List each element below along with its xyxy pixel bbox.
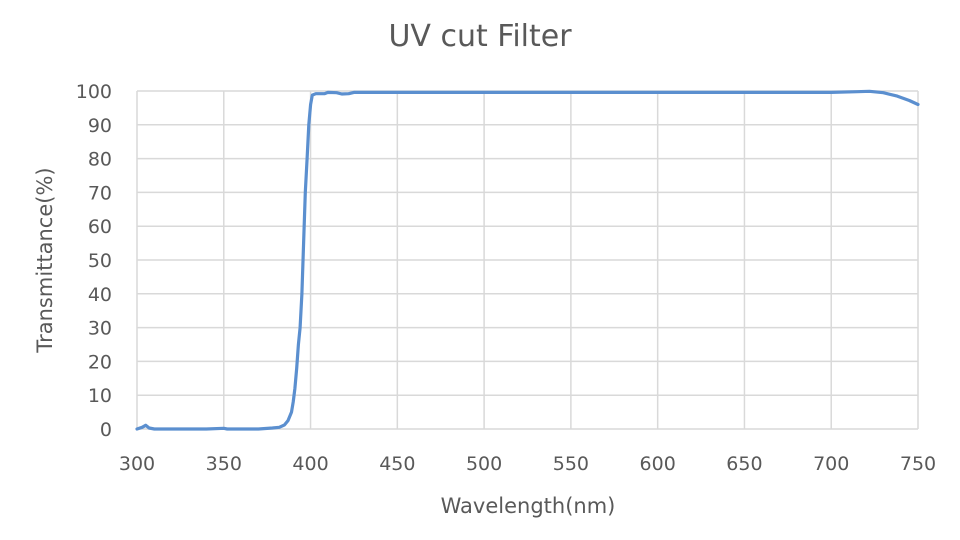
x-tick-label: 650 <box>726 453 762 475</box>
y-tick-label: 30 <box>88 318 112 340</box>
plot-series <box>135 89 920 431</box>
x-tick-label: 700 <box>813 453 849 475</box>
y-tick-label: 70 <box>88 182 112 204</box>
x-axis-ticks: 300 350 400 450 500 550 600 650 700 750 <box>119 453 936 475</box>
y-tick-label: 90 <box>88 115 112 137</box>
y-tick-label: 20 <box>88 351 112 373</box>
x-tick-label: 750 <box>900 453 936 475</box>
y-tick-label: 60 <box>88 216 112 238</box>
x-tick-label: 400 <box>292 453 328 475</box>
y-tick-label: 80 <box>88 149 112 171</box>
x-tick-label: 350 <box>206 453 242 475</box>
chart-title: UV cut Filter <box>388 19 572 54</box>
y-tick-label: 0 <box>100 419 112 441</box>
x-tick-label: 300 <box>119 453 155 475</box>
x-axis-label: Wavelength(nm) <box>441 494 616 518</box>
x-tick-label: 500 <box>466 453 502 475</box>
x-tick-label: 600 <box>640 453 676 475</box>
y-axis-ticks: 0 10 20 30 40 50 60 70 80 90 100 <box>76 81 112 441</box>
y-tick-label: 50 <box>88 250 112 272</box>
x-tick-label: 550 <box>553 453 589 475</box>
y-tick-label: 10 <box>88 385 112 407</box>
grid-lines <box>136 90 919 430</box>
x-tick-label: 450 <box>379 453 415 475</box>
y-axis-label: Transmittance(%) <box>33 167 57 353</box>
series-line <box>135 89 920 431</box>
y-tick-label: 40 <box>88 284 112 306</box>
y-tick-label: 100 <box>76 81 112 103</box>
